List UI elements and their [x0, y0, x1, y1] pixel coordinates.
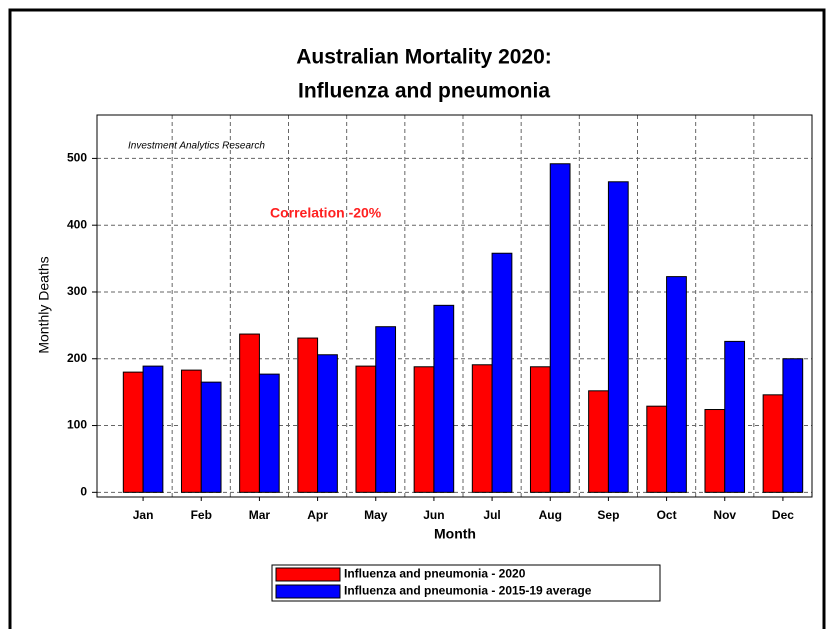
bar: [646, 405, 668, 493]
bar: [549, 163, 571, 493]
bar: [529, 366, 551, 493]
x-tick-label: Aug: [539, 508, 562, 522]
x-axis-label: Month: [434, 526, 476, 542]
bar: [355, 365, 377, 493]
y-tick-label: 500: [67, 151, 87, 165]
bar: [239, 333, 260, 493]
legend-swatch: [275, 584, 341, 599]
legend-swatch: [275, 567, 341, 582]
x-tick-label: Apr: [307, 508, 328, 522]
x-tick-label: Jan: [133, 508, 154, 522]
x-tick-label: Dec: [772, 508, 794, 522]
bar: [180, 369, 202, 493]
bar: [666, 276, 687, 493]
y-tick-label: 100: [67, 418, 87, 432]
bar: [297, 337, 319, 493]
bar: [433, 304, 455, 493]
bar: [607, 181, 629, 493]
x-tick-label: Jul: [483, 508, 500, 522]
chart-title: Influenza and pneumonia: [298, 80, 550, 103]
annotation: Investment Analytics Research: [128, 141, 265, 152]
y-tick-label: 0: [80, 484, 87, 498]
bar: [317, 354, 338, 493]
x-tick-label: May: [364, 508, 388, 522]
bar: [122, 371, 144, 493]
y-tick-label: 300: [67, 284, 87, 298]
bar: [471, 364, 493, 493]
annotation: Correlation -20%: [270, 205, 382, 221]
y-axis-label: Monthly Deaths: [36, 256, 52, 353]
bar: [782, 358, 804, 493]
legend-label: Influenza and pneumonia - 2020: [344, 567, 526, 581]
x-tick-label: Oct: [657, 508, 677, 522]
chart-title: Australian Mortality 2020:: [296, 46, 552, 69]
bar: [258, 373, 280, 493]
bar: [200, 381, 222, 493]
bar: [491, 252, 513, 493]
x-tick-label: Jun: [423, 508, 444, 522]
x-tick-label: Mar: [249, 508, 271, 522]
plot-border: [96, 114, 813, 498]
x-tick-label: Feb: [191, 508, 212, 522]
x-tick-label: Sep: [597, 508, 619, 522]
bar: [375, 326, 397, 493]
bar: [762, 394, 784, 493]
frame: [8, 8, 826, 629]
bar: [142, 365, 164, 493]
y-tick-label: 400: [67, 217, 87, 231]
x-tick-label: Nov: [713, 508, 736, 522]
bar: [704, 409, 726, 493]
legend-label: Influenza and pneumonia - 2015-19 averag…: [344, 584, 592, 598]
y-tick-label: 200: [67, 351, 87, 365]
bar: [588, 390, 609, 493]
bar: [413, 366, 435, 493]
bar: [724, 340, 746, 493]
